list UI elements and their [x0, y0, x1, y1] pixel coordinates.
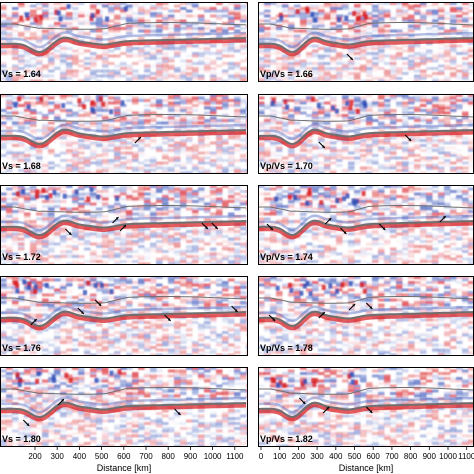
x-tick-label: 900 [423, 452, 437, 461]
migration-panel: Vp/Vs = 1.78 [258, 276, 474, 356]
upper-interface-line [258, 296, 474, 304]
upper-interface-line [258, 114, 474, 122]
x-tick-label: 600 [117, 452, 131, 461]
vp-vs-label: Vp/Vs = 1.78 [260, 343, 313, 353]
x-tick-label: 100 [273, 452, 287, 461]
x-axis-title: Distance [km] [339, 463, 394, 473]
x-tick-label: 1000 [439, 452, 457, 461]
x-tick-label: 600 [367, 452, 381, 461]
x-tick-label: 300 [310, 452, 324, 461]
panel-grid: Vs = 1.64 Vp/Vs = 1.66 Vs = 1.68 Vp/Vs = 1.… [0, 2, 474, 447]
upper-interface-line [258, 22, 474, 30]
lower-interface-line [258, 401, 474, 418]
vp-vs-label: Vp/Vs = 1.70 [260, 161, 313, 171]
x-tick-label: 400 [329, 452, 343, 461]
converted-phase-band [0, 220, 247, 240]
converted-phase-band [0, 402, 247, 422]
upper-interface-line [0, 114, 247, 122]
migration-panel: Vs = 1.68 [0, 94, 248, 174]
x-tick-label: 700 [385, 452, 399, 461]
vp-vs-label: Vs = 1.80 [2, 434, 41, 444]
lower-interface-line [0, 310, 247, 328]
upper-interface-line [0, 387, 247, 395]
converted-phase-band [258, 402, 474, 422]
converted-phase-band [0, 311, 247, 331]
x-tick-label: 500 [348, 452, 362, 461]
migration-panel: Vp/Vs = 1.66 [258, 2, 474, 82]
lower-interface-line [258, 219, 474, 236]
x-tick-label: 1100 [226, 452, 244, 461]
migration-panel: Vp/Vs = 1.82 [258, 367, 474, 447]
x-tick-label: 200 [292, 452, 306, 461]
upper-interface-line [0, 22, 247, 30]
x-tick-label: 1100 [458, 452, 474, 461]
x-tick-label: 0 [259, 452, 264, 461]
lower-interface-line [0, 128, 247, 146]
converted-phase-band [258, 129, 474, 149]
migration-panel: Vp/Vs = 1.74 [258, 185, 474, 265]
x-axes: 200 300 400 500 600 700 800 900 1000 1100Distance… [28, 447, 474, 473]
panel-frame [0, 2, 248, 82]
vp-vs-label: Vs = 1.72 [2, 252, 41, 262]
panel-frame [0, 185, 248, 265]
lower-interface-line [258, 128, 474, 145]
x-tick-label: 300 [51, 452, 65, 461]
converted-phase-band [258, 220, 474, 240]
vp-vs-label: Vs = 1.68 [2, 161, 41, 171]
lower-interface-line [258, 36, 474, 53]
lower-interface-line [0, 36, 247, 54]
upper-interface-line [258, 205, 474, 213]
lower-interface-line [258, 310, 474, 327]
lower-interface-line [0, 219, 247, 237]
migration-panel: Vs = 1.76 [0, 276, 248, 356]
x-tick-label: 400 [73, 452, 87, 461]
converted-phase-band [0, 37, 247, 57]
x-tick-label: 900 [184, 452, 198, 461]
x-tick-label: 800 [404, 452, 418, 461]
panel-frame [0, 367, 248, 447]
migration-panel: Vs = 1.64 [0, 2, 248, 82]
lower-interface-line [0, 401, 247, 419]
amplitude-field [0, 367, 248, 447]
converted-phase-band [0, 129, 247, 149]
x-tick-label: 500 [95, 452, 109, 461]
x-axis-title: Distance [km] [97, 463, 152, 473]
upper-interface-line [0, 205, 247, 213]
migration-panel: Vs = 1.80 [0, 367, 248, 447]
x-tick-label: 800 [162, 452, 176, 461]
converted-phase-band [258, 37, 474, 57]
vp-vs-label: Vs = 1.76 [2, 343, 41, 353]
vp-vs-label: Vp/Vs = 1.74 [260, 252, 313, 262]
x-tick-label: 200 [28, 452, 42, 461]
migration-panel: Vp/Vs = 1.70 [258, 94, 474, 174]
panel-frame [0, 276, 248, 356]
converted-phase-band [258, 311, 474, 331]
upper-interface-line [258, 387, 474, 395]
vp-vs-label: Vs = 1.64 [2, 69, 41, 79]
x-tick-label: 700 [139, 452, 153, 461]
vp-vs-label: Vp/Vs = 1.66 [260, 69, 313, 79]
panel-frame [0, 94, 248, 174]
upper-interface-line [0, 296, 247, 304]
x-tick-label: 1000 [204, 452, 222, 461]
migration-panel: Vs = 1.72 [0, 185, 248, 265]
vp-vs-label: Vp/Vs = 1.82 [260, 434, 313, 444]
